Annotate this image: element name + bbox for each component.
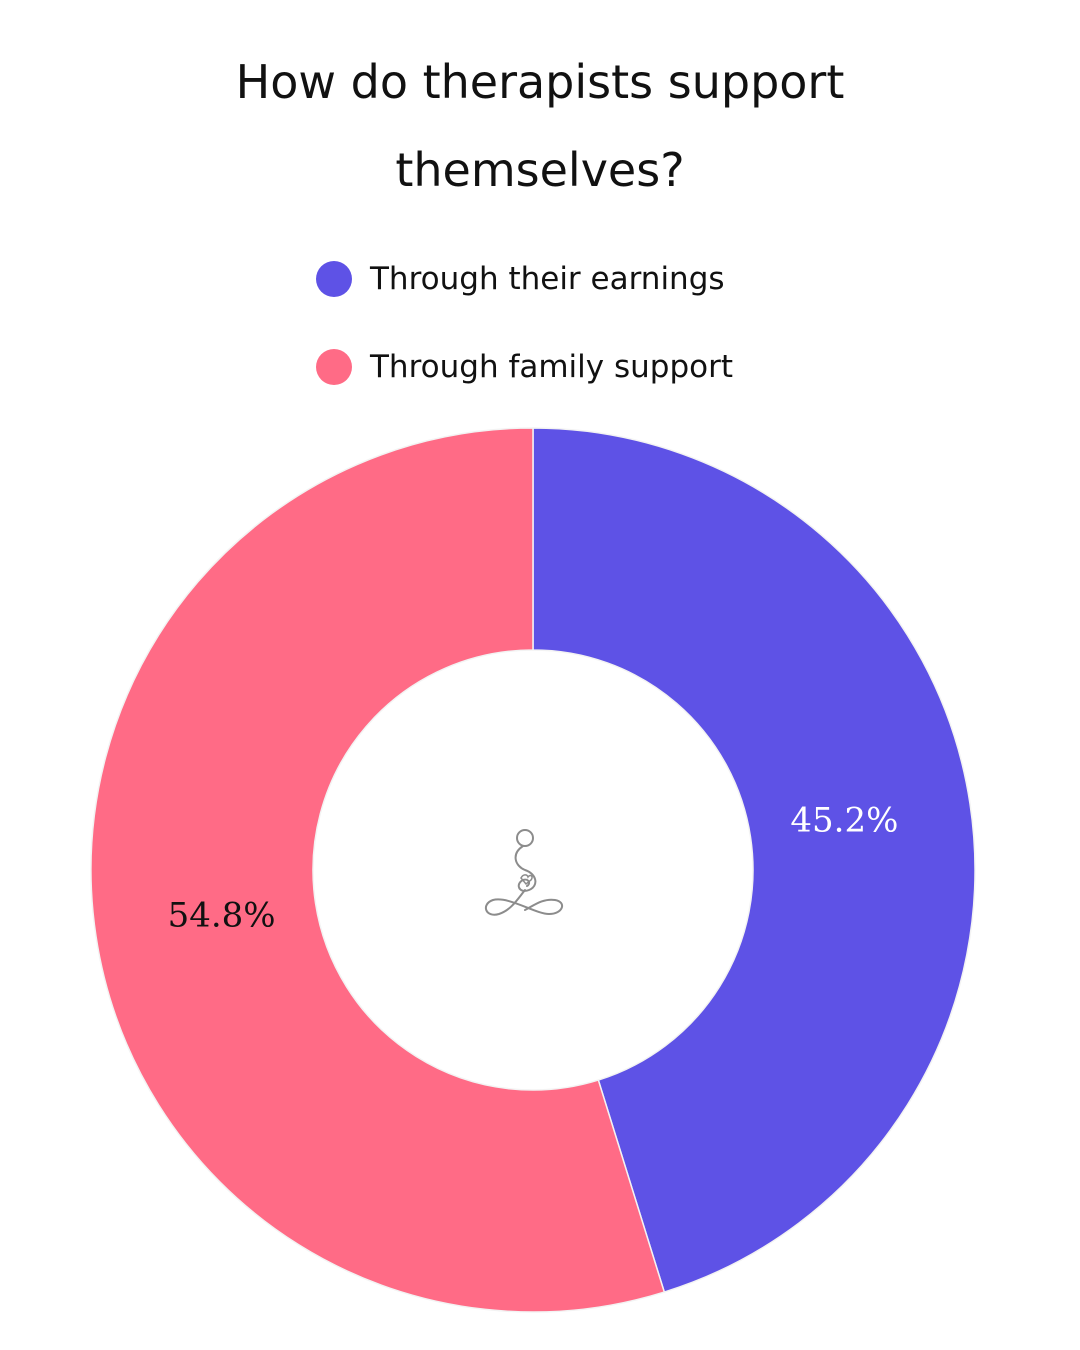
chart-title-line-2: themselves? <box>395 143 685 197</box>
legend: Through their earnings Through family su… <box>316 250 733 426</box>
meditation-logo-icon <box>484 829 564 916</box>
chart-title: How do therapists support themselves? <box>0 38 1080 214</box>
legend-item-earnings: Through their earnings <box>316 250 733 308</box>
slice-labels: 45.2% 54.8% <box>168 801 899 936</box>
chart-title-line-1: How do therapists support <box>235 55 845 109</box>
legend-label-family: Through family support <box>370 349 733 385</box>
legend-item-family: Through family support <box>316 338 733 396</box>
legend-label-earnings: Through their earnings <box>370 261 725 297</box>
donut-slices <box>90 427 976 1313</box>
legend-swatch-family <box>316 349 352 385</box>
legend-swatch-earnings <box>316 261 352 297</box>
slice-label-family: 54.8% <box>168 895 276 935</box>
slice-label-earnings: 45.2% <box>790 801 898 841</box>
donut-slice-family <box>90 427 666 1313</box>
donut-slice-earnings <box>532 427 976 1293</box>
